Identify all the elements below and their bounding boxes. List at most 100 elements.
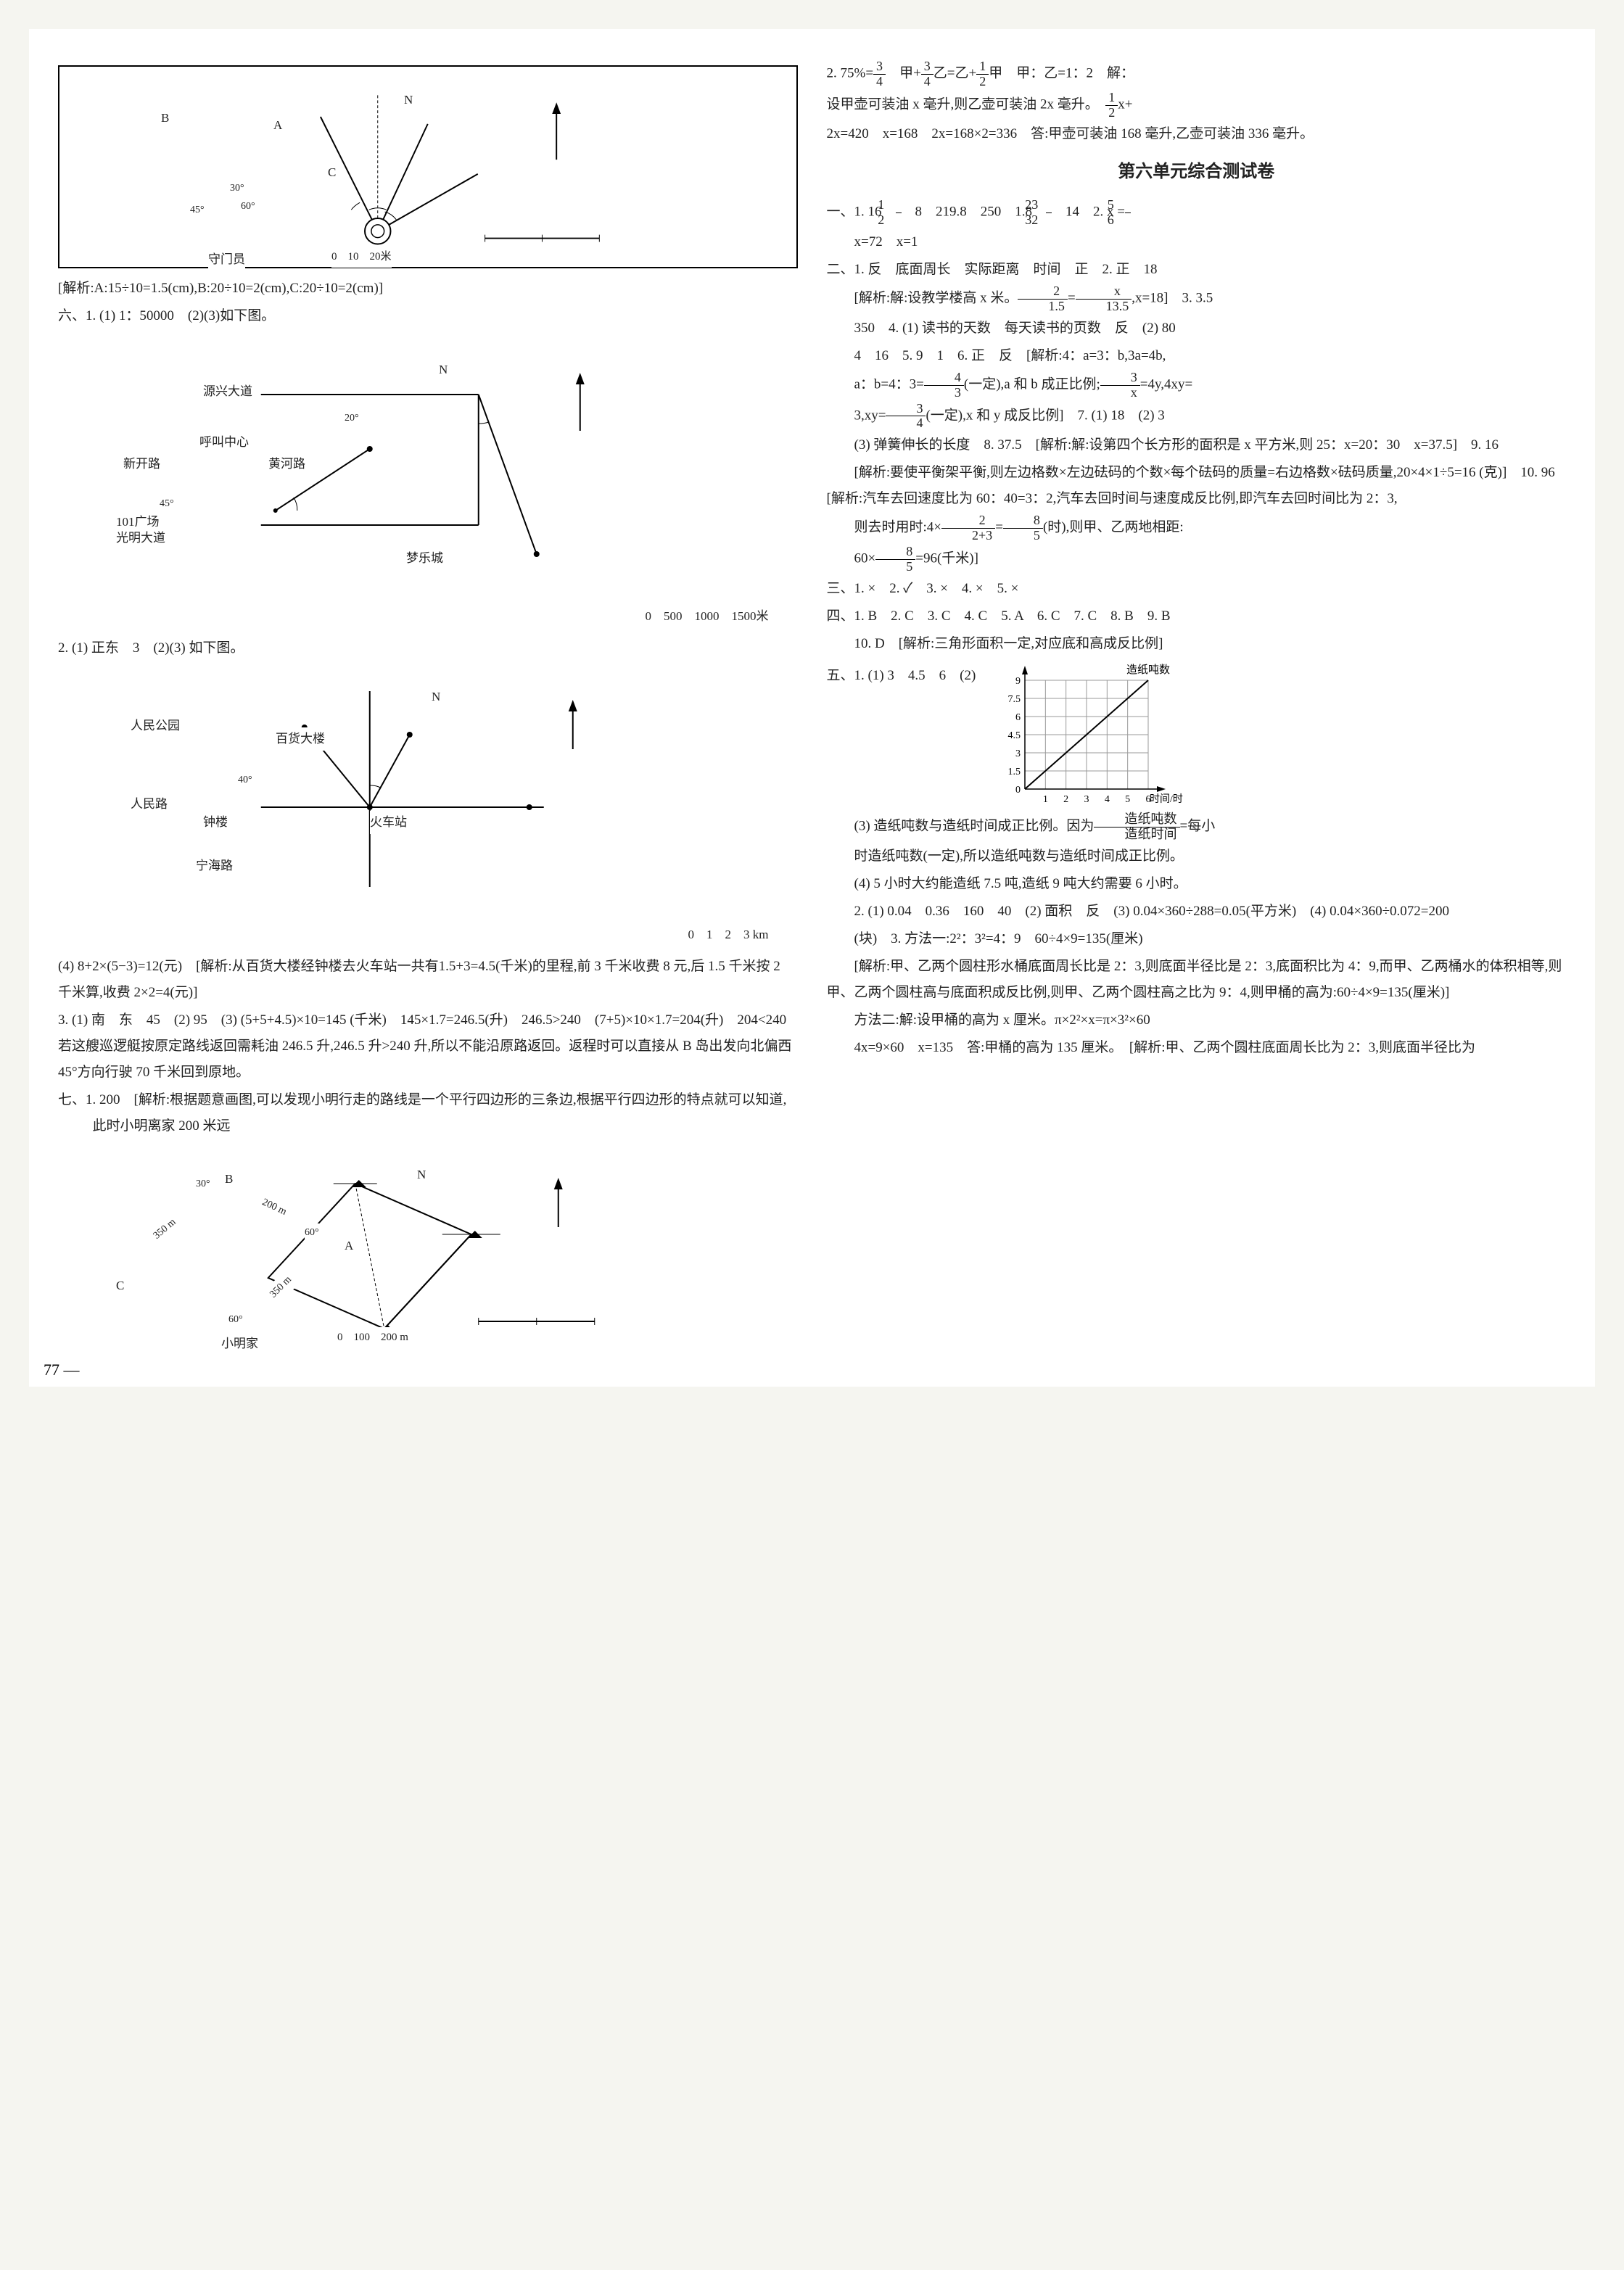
road-guangming: 光明大道 [116,527,165,550]
sec2-l9: 则去时用时:4×22+3=85(时),则甲、乙两地相距: [827,513,1567,543]
frac: 43 [924,371,964,400]
label-a: A [273,114,282,137]
sec2-l1: 二、1. 反 底面周长 实际距离 时间 正 2. 正 18 [827,257,1567,283]
t: (时),则甲、乙两地相距: [1043,520,1184,535]
sec5-l8: 方法二:解:设甲桶的高为 x 厘米。π×2²×x=π×3²×60 [827,1007,1567,1033]
frac: 21.5 [1018,284,1068,314]
svg-text:3: 3 [1015,748,1021,759]
frac: 22+3 [941,513,995,543]
point-c: C [116,1274,124,1297]
point-a: A [345,1234,353,1258]
station-label: 火车站 [370,811,407,834]
t: =每小 [1180,819,1216,834]
frac: 造纸吨数造纸时间 [1094,812,1179,842]
frac: 85 [1003,513,1043,543]
sec1: 一、1. 16 12 8 219.8 250 1.8 2332 14 2. x … [827,198,1567,228]
sec4-l2: 10. D [解析:三角形面积一定,对应底和高成反比例] [827,631,1567,657]
frac: 12 [896,198,902,228]
page-number: 77 — [44,1361,80,1379]
sec5-l6: (块) 3. 方法一:2²：3²=4：9 60÷4×9=135(厘米) [827,926,1567,952]
call-center: 呼叫中心 [199,431,249,454]
right-column: 2. 75%=34 甲+34乙=乙+12甲 甲：乙=1：2 解： 设甲壶可装油 … [827,58,1581,1358]
left-column: B A C 45° 30° 60° 守门员 N 0 10 20米 [解析:A:1… [44,58,798,1358]
t: 则去时用时:4× [854,520,942,535]
road-renmin: 人民路 [131,793,168,816]
sec5-l2: (3) 造纸吨数与造纸时间成正比例。因为造纸吨数造纸时间=每小 [827,812,1567,842]
sec5-l4: (4) 5 小时大约能造纸 7.5 吨,造纸 9 吨大约需要 6 小时。 [827,871,1567,897]
t: ,x=18] 3. 3.5 [1132,291,1213,306]
road-huanghe: 黄河路 [268,453,305,476]
north-4: N [417,1163,426,1186]
diagram-map: 源兴大道 新开路 呼叫中心 黄河路 45° 20° 101广场 光明大道 梦乐城… [87,337,769,598]
angle-30: 30° [230,179,244,199]
frac: 34 [886,402,926,432]
sec5-row: 五、1. (1) 3 4.5 6 (2) 97.564.531.50123456… [827,659,1567,811]
svg-text:0: 0 [1015,785,1021,796]
scale-2: 0 500 1000 1500米 [58,605,769,628]
scale-1: 0 10 20米 [331,247,392,268]
diagram-parallelogram: B 30° 350 m 200 m 60° A C 60° 350 m 小明家 … [87,1147,769,1350]
q6-1: 六、1. (1) 1：50000 (2)(3)如下图。 [58,303,798,329]
goalkeeper-label: 守门员 [208,248,245,271]
home-label: 小明家 [221,1332,258,1355]
t: (一定),a 和 b 成正比例; [964,377,1100,392]
t: [解析:解:设教学楼高 x 米。 [854,291,1018,306]
r-line2: 设甲壶可装油 x 毫升,则乙壶可装油 2x 毫升。 12x+ [827,91,1567,120]
angle-20: 20° [345,409,359,429]
q4-text: (4) 8+2×(5−3)=12(元) [解析:从百货大楼经钟楼去火车站一共有1… [58,954,798,1006]
north-3: N [432,685,440,709]
svg-text:2: 2 [1063,794,1068,805]
frac: 12 [976,59,989,89]
frac: 56 [1125,198,1131,228]
svg-text:5: 5 [1125,794,1130,805]
frac: 3x [1100,371,1140,400]
road-xinkai: 新开路 [123,453,160,476]
svg-text:造纸吨数: 造纸吨数 [1126,664,1170,676]
r-line1: 2. 75%=34 甲+34乙=乙+12甲 甲：乙=1：2 解： [827,59,1567,89]
t: (3) 造纸吨数与造纸时间成正比例。因为 [854,819,1095,834]
t: 设甲壶可装油 x 毫升,则乙壶可装油 2x 毫升。 [827,96,1106,112]
sec2-l5: a：b=4：3=43(一定),a 和 b 成正比例;3x=4y,4xy= [827,371,1567,400]
scale-4: 0 100 200 m [337,1327,408,1348]
sec2-l3: 350 4. (1) 读书的天数 每天读书的页数 反 (2) 80 [827,315,1567,342]
angle-60-4: 60° [305,1223,319,1243]
sec5-l7: [解析:甲、乙两个圆柱形水桶底面周长比是 2：3,则底面半径比是 2：3,底面积… [827,954,1567,1006]
angle-45: 45° [190,201,205,220]
svg-text:1: 1 [1043,794,1048,805]
t: 甲 甲：乙=1：2 解： [989,66,1134,81]
building-label: 百货大楼 [276,727,325,751]
angle-45-2: 45° [160,495,174,514]
sec5-l5: 2. (1) 0.04 0.36 160 40 (2) 面积 反 (3) 0.0… [827,899,1567,925]
scale-3: 0 1 2 3 km [58,923,769,946]
r-line3: 2x=420 x=168 2x=168×2=336 答:甲壶可装油 168 毫升… [827,121,1567,147]
road-ninghai: 宁海路 [196,854,233,878]
sec2-l7: (3) 弹簧伸长的长度 8. 37.5 [解析:解:设第四个长方形的面积是 x … [827,432,1567,458]
t: x+ [1118,96,1132,112]
sec5-l1: 五、1. (1) 3 4.5 6 (2) [827,660,976,689]
t: (一定),x 和 y 成反比例] 7. (1) 18 (2) 3 [926,408,1164,423]
paper-chart: 97.564.531.50123456造纸吨数时间/时 [990,659,1193,811]
angle-60-b: 60° [228,1311,243,1330]
frac: 85 [875,545,915,574]
t: 乙=乙+ [933,66,976,81]
svg-text:时间/时: 时间/时 [1150,793,1183,805]
t: =96(千米)] [915,551,978,566]
sec2-l6: 3,xy=34(一定),x 和 y 成反比例] 7. (1) 18 (2) 3 [827,402,1567,432]
sec3: 三、1. × 2. ✓ 3. × 4. × 5. × [827,576,1567,602]
frac: 34 [873,59,886,89]
tower-label: 钟楼 [203,811,228,834]
sec2-l10: 60×85=96(千米)] [827,545,1567,574]
label-c: C [328,161,336,184]
q2: 2. (1) 正东 3 (2)(3) 如下图。 [58,635,798,661]
angle-30-4: 30° [196,1175,210,1194]
frac: 34 [921,59,933,89]
north-1: N [404,88,413,112]
q7-text: 七、1. 200 [解析:根据题意画图,可以发现小明行走的路线是一个平行四边形的… [58,1087,798,1139]
analysis-1: [解析:A:15÷10=1.5(cm),B:20÷10=2(cm),C:20÷1… [58,276,798,302]
park-label: 人民公园 [131,714,180,738]
point-b: B [225,1168,233,1191]
svg-text:3: 3 [1084,794,1089,805]
diagram-clocktower: 人民公园 百货大楼 人民路 40° 钟楼 火车站 宁海路 N [87,669,769,916]
svg-text:1.5: 1.5 [1008,767,1021,777]
t: 2. 75%= [827,66,874,81]
